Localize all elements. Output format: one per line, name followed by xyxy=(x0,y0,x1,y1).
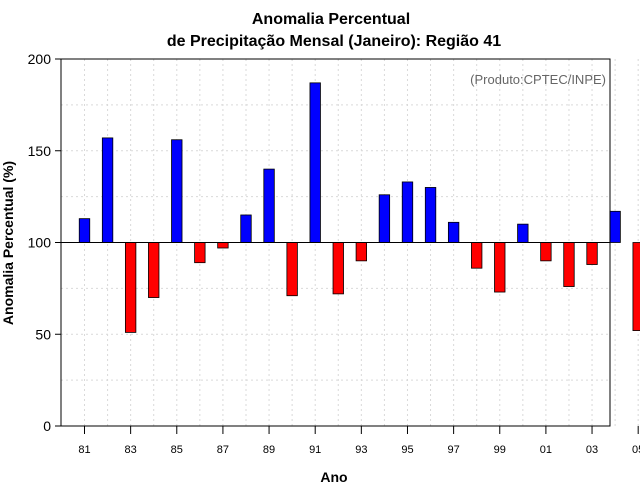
bar-1987 xyxy=(240,214,252,243)
bar-1990 xyxy=(309,82,321,243)
x-axis-title: Ano xyxy=(320,469,347,485)
y-axis-title: Anomalia Percentual (%) xyxy=(0,161,16,325)
x-tick-label: 85 xyxy=(171,444,183,456)
x-axis: 8183858789919395979901030507091113151719… xyxy=(78,426,640,456)
x-tick-label: 03 xyxy=(586,444,598,456)
y-tick-label: 50 xyxy=(35,326,51,342)
bar-1994 xyxy=(401,181,414,243)
bar-1995 xyxy=(424,187,437,243)
x-tick-label: 05 xyxy=(632,444,640,456)
bar-2003 xyxy=(609,210,621,243)
y-tick-label: 100 xyxy=(28,235,52,251)
y-axis: 0 50 100 150 200 xyxy=(28,51,61,434)
bar-1988 xyxy=(263,168,275,243)
y-tick-label: 150 xyxy=(28,143,52,159)
bar-1985 xyxy=(194,242,206,264)
bar-1993 xyxy=(378,194,391,243)
bar-1997 xyxy=(471,242,483,269)
bar-1984 xyxy=(171,139,183,243)
y-tick-label: 0 xyxy=(43,418,51,434)
x-tick-label: 01 xyxy=(540,444,552,456)
x-tick-label: 95 xyxy=(401,444,413,456)
bar-2000 xyxy=(540,242,552,262)
bar-1983 xyxy=(148,242,160,298)
bar-1980 xyxy=(78,218,91,243)
bar-1992 xyxy=(355,242,367,262)
bar-1989 xyxy=(286,242,298,297)
bar-1986 xyxy=(217,242,229,249)
x-tick-label: 83 xyxy=(125,444,137,456)
bar-1998 xyxy=(494,242,506,293)
bar-1981 xyxy=(101,137,114,243)
bars-group xyxy=(78,82,640,333)
bar-1999 xyxy=(517,223,529,243)
x-tick-label: 93 xyxy=(355,444,367,456)
bar-2002 xyxy=(586,242,598,265)
x-tick-label: 97 xyxy=(447,444,459,456)
bar-1982 xyxy=(124,242,137,333)
chart-title-line1: Anomalia Percentual xyxy=(252,11,410,28)
x-tick-label: 89 xyxy=(263,444,275,456)
x-tick-label: 99 xyxy=(494,444,506,456)
bar-1991 xyxy=(332,242,344,295)
bar-1996 xyxy=(447,221,460,243)
credit-text: (Produto:CPTEC/INPE) xyxy=(470,72,606,87)
x-tick-label: 81 xyxy=(78,444,90,456)
x-tick-label: 87 xyxy=(217,444,229,456)
chart-title-line2: de Precipitação Mensal (Janeiro): Região… xyxy=(167,33,501,50)
x-tick-label: 91 xyxy=(309,444,321,456)
bar-2004 xyxy=(632,242,640,331)
bar-2001 xyxy=(563,242,575,287)
y-tick-label: 200 xyxy=(28,51,52,67)
